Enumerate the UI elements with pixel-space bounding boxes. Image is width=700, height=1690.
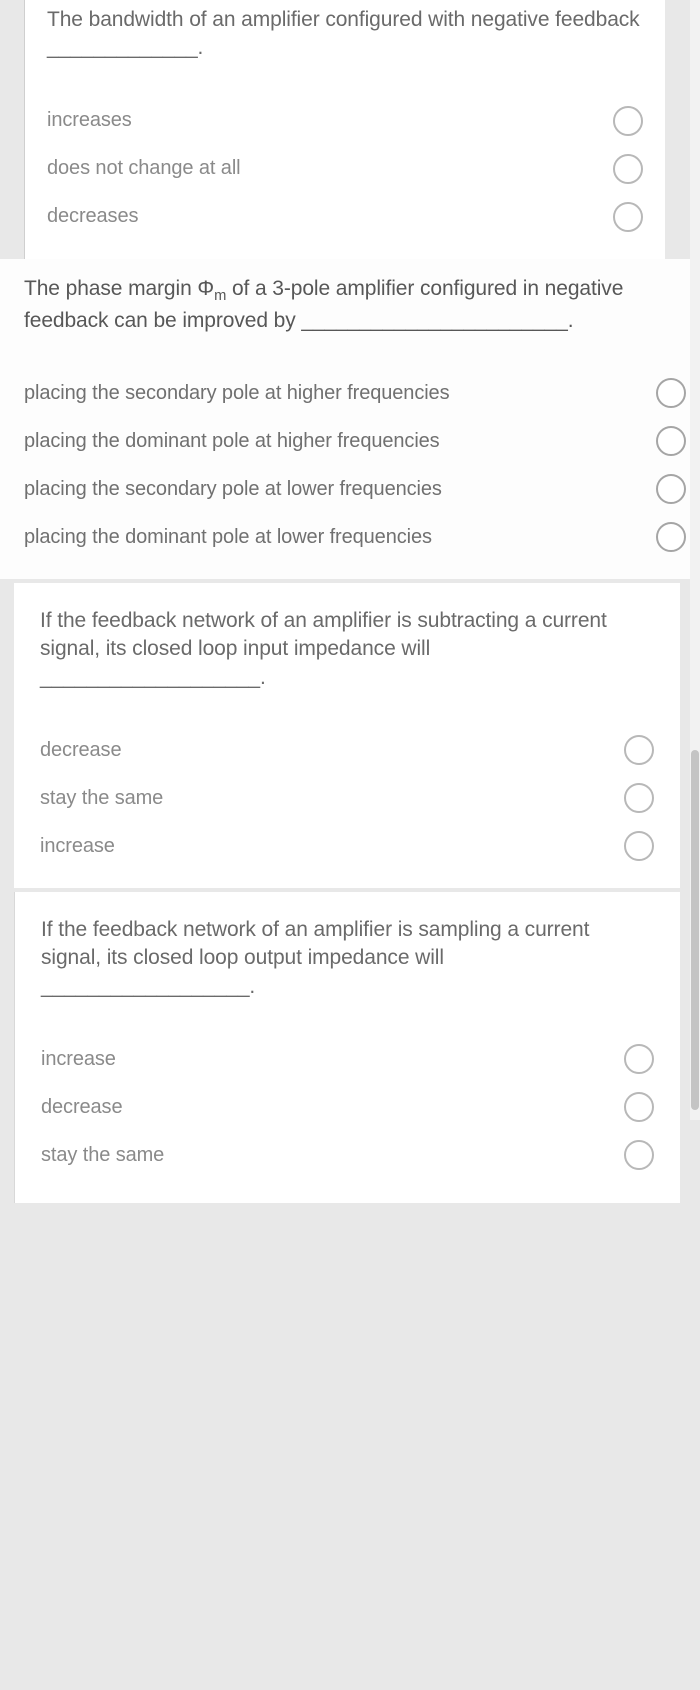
radio-icon[interactable] bbox=[624, 1092, 654, 1122]
option-row[interactable]: increase bbox=[41, 1035, 654, 1083]
option-row[interactable]: decrease bbox=[41, 1083, 654, 1131]
option-label: increase bbox=[41, 1047, 624, 1072]
radio-icon[interactable] bbox=[613, 202, 643, 232]
option-label: does not change at all bbox=[47, 156, 613, 181]
question-block-2: The phase margin Φm of a 3-pole amplifie… bbox=[0, 259, 700, 579]
question-text: If the feedback network of an amplifier … bbox=[40, 583, 654, 692]
option-row[interactable]: does not change at all bbox=[47, 145, 643, 193]
radio-icon[interactable] bbox=[624, 831, 654, 861]
question-block-3: If the feedback network of an amplifier … bbox=[14, 583, 680, 888]
option-row[interactable]: placing the secondary pole at lower freq… bbox=[24, 465, 686, 513]
question-text: The bandwidth of an amplifier configured… bbox=[47, 0, 643, 63]
question-text: If the feedback network of an amplifier … bbox=[41, 892, 654, 1001]
radio-icon[interactable] bbox=[656, 522, 686, 552]
option-label: decrease bbox=[41, 1095, 624, 1120]
option-row[interactable]: decreases bbox=[47, 193, 643, 241]
radio-icon[interactable] bbox=[613, 154, 643, 184]
option-row[interactable]: placing the dominant pole at lower frequ… bbox=[24, 513, 686, 561]
option-row[interactable]: increases bbox=[47, 97, 643, 145]
scrollbar-track[interactable] bbox=[690, 0, 700, 1120]
option-label: decrease bbox=[40, 738, 624, 763]
radio-icon[interactable] bbox=[613, 106, 643, 136]
radio-icon[interactable] bbox=[624, 735, 654, 765]
radio-icon[interactable] bbox=[656, 426, 686, 456]
option-row[interactable]: stay the same bbox=[40, 774, 654, 822]
question-text: The phase margin Φm of a 3-pole amplifie… bbox=[24, 259, 686, 335]
option-label: increases bbox=[47, 108, 613, 133]
option-label: placing the secondary pole at lower freq… bbox=[24, 477, 656, 502]
option-label: placing the dominant pole at higher freq… bbox=[24, 429, 656, 454]
option-row[interactable]: decrease bbox=[40, 726, 654, 774]
question-block-1: The bandwidth of an amplifier configured… bbox=[25, 0, 665, 259]
option-row[interactable]: increase bbox=[40, 822, 654, 870]
question-block-4: If the feedback network of an amplifier … bbox=[14, 892, 680, 1203]
option-label: placing the dominant pole at lower frequ… bbox=[24, 525, 656, 550]
quiz-page: The bandwidth of an amplifier configured… bbox=[0, 0, 700, 1690]
radio-icon[interactable] bbox=[624, 783, 654, 813]
option-row[interactable]: placing the dominant pole at higher freq… bbox=[24, 417, 686, 465]
option-label: stay the same bbox=[40, 786, 624, 811]
option-row[interactable]: placing the secondary pole at higher fre… bbox=[24, 369, 686, 417]
option-label: placing the secondary pole at higher fre… bbox=[24, 381, 656, 406]
option-row[interactable]: stay the same bbox=[41, 1131, 654, 1179]
scrollbar-thumb[interactable] bbox=[691, 750, 699, 1110]
radio-icon[interactable] bbox=[624, 1140, 654, 1170]
option-label: stay the same bbox=[41, 1143, 624, 1168]
radio-icon[interactable] bbox=[624, 1044, 654, 1074]
option-label: increase bbox=[40, 834, 624, 859]
radio-icon[interactable] bbox=[656, 474, 686, 504]
option-label: decreases bbox=[47, 204, 613, 229]
radio-icon[interactable] bbox=[656, 378, 686, 408]
